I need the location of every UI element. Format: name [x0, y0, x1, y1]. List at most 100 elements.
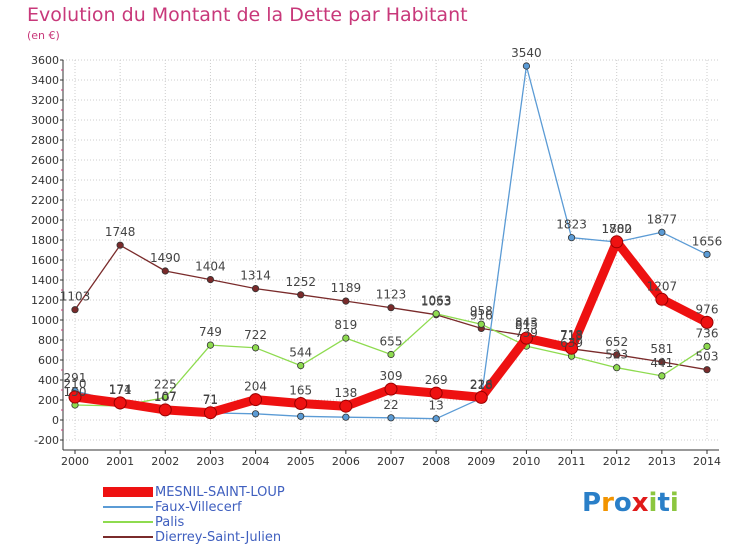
data-label: 441 — [650, 356, 673, 370]
data-point — [432, 415, 440, 423]
data-label: 1823 — [556, 218, 587, 232]
data-label: 218 — [470, 378, 493, 392]
data-point — [251, 410, 260, 418]
x-tick-label: 2004 — [242, 455, 270, 468]
data-label: 1782 — [601, 222, 632, 236]
data-point — [71, 306, 79, 314]
data-point — [658, 372, 666, 380]
y-tick-label: 1800 — [31, 234, 59, 247]
legend-item: Dierrey-Saint-Julien — [103, 530, 363, 545]
data-label: 819 — [334, 318, 357, 332]
data-point — [565, 341, 579, 355]
data-label: 3540 — [511, 46, 542, 60]
logo-letter: i — [648, 488, 658, 518]
y-tick-label: -200 — [34, 434, 59, 447]
data-label: 171 — [109, 383, 132, 397]
x-tick-label: 2011 — [558, 455, 586, 468]
data-label: 1252 — [285, 275, 316, 289]
legend-label: MESNIL-SAINT-LOUP — [155, 485, 285, 500]
y-tick-label: 3600 — [31, 54, 59, 67]
data-label: 1404 — [195, 260, 226, 274]
legend-item: Palis — [103, 515, 363, 530]
legend-item: Faux-Villecerf — [103, 500, 363, 515]
data-label: 1053 — [421, 295, 452, 309]
legend-label: Faux-Villecerf — [155, 500, 242, 515]
x-tick-label: 2007 — [377, 455, 405, 468]
data-point — [613, 351, 621, 359]
y-tick-label: 2800 — [31, 134, 59, 147]
data-label: 523 — [605, 348, 628, 362]
y-tick-label: 1000 — [31, 314, 59, 327]
data-label: 165 — [289, 384, 312, 398]
data-label: 1656 — [692, 234, 723, 248]
data-label: 204 — [244, 380, 267, 394]
data-label: 1800 — [601, 222, 632, 236]
data-point — [297, 361, 305, 370]
data-label: 749 — [199, 325, 222, 339]
data-label: 226 — [470, 377, 493, 391]
data-point — [342, 334, 350, 342]
logo-letter: x — [631, 488, 649, 518]
data-point — [161, 267, 169, 275]
data-label: 71 — [203, 393, 218, 407]
data-point — [474, 390, 488, 404]
y-tick-label: 2000 — [31, 214, 59, 227]
y-tick-label: 1600 — [31, 254, 59, 267]
x-tick-label: 2009 — [467, 455, 495, 468]
data-label: 1123 — [376, 288, 407, 302]
y-tick-label: 2400 — [31, 174, 59, 187]
logo-letter: o — [613, 488, 632, 518]
data-point — [113, 396, 127, 410]
data-point — [387, 304, 395, 312]
data-label: 138 — [334, 386, 357, 400]
data-point — [116, 241, 124, 249]
data-point — [206, 341, 215, 349]
data-label: 71 — [203, 393, 218, 407]
data-label: 503 — [696, 350, 719, 364]
data-label: 269 — [425, 373, 448, 387]
y-tick-label: 1400 — [31, 274, 59, 287]
legend-label: Dierrey-Saint-Julien — [155, 530, 282, 545]
data-label: 150 — [64, 385, 87, 399]
data-point — [613, 364, 621, 372]
data-label: 722 — [244, 328, 267, 342]
x-tick-label: 2000 — [61, 455, 89, 468]
x-tick-label: 2006 — [332, 455, 360, 468]
data-label: 1189 — [331, 281, 362, 295]
legend-swatch — [103, 521, 153, 523]
x-tick-label: 2012 — [603, 455, 631, 468]
data-label: 107 — [154, 390, 177, 404]
data-point — [297, 412, 305, 420]
data-point — [703, 342, 711, 350]
y-tick-label: 3000 — [31, 114, 59, 127]
legend-swatch — [103, 536, 153, 538]
x-tick-label: 2005 — [287, 455, 315, 468]
y-tick-label: 1200 — [31, 294, 59, 307]
x-tick-label: 2001 — [106, 455, 134, 468]
data-label: 309 — [380, 369, 403, 383]
data-label: 1314 — [240, 269, 271, 283]
data-label: 639 — [560, 336, 583, 350]
data-point — [522, 62, 531, 70]
data-point — [251, 284, 260, 293]
data-point — [610, 235, 624, 249]
logo-letter: P — [582, 488, 602, 518]
data-point — [342, 297, 350, 305]
legend-swatch — [103, 487, 153, 497]
data-point — [297, 291, 305, 299]
data-label: 210 — [64, 377, 87, 391]
data-point — [294, 397, 308, 410]
data-label: 225 — [154, 378, 177, 392]
data-point — [429, 386, 443, 400]
data-point — [203, 406, 217, 420]
data-point — [567, 234, 576, 242]
y-tick-label: 3200 — [31, 94, 59, 107]
data-label: 174 — [109, 383, 132, 397]
x-tick-label: 2010 — [512, 455, 540, 468]
data-point — [700, 315, 714, 329]
x-tick-label: 2013 — [648, 455, 676, 468]
x-tick-label: 2003 — [196, 455, 224, 468]
data-point — [161, 393, 169, 402]
